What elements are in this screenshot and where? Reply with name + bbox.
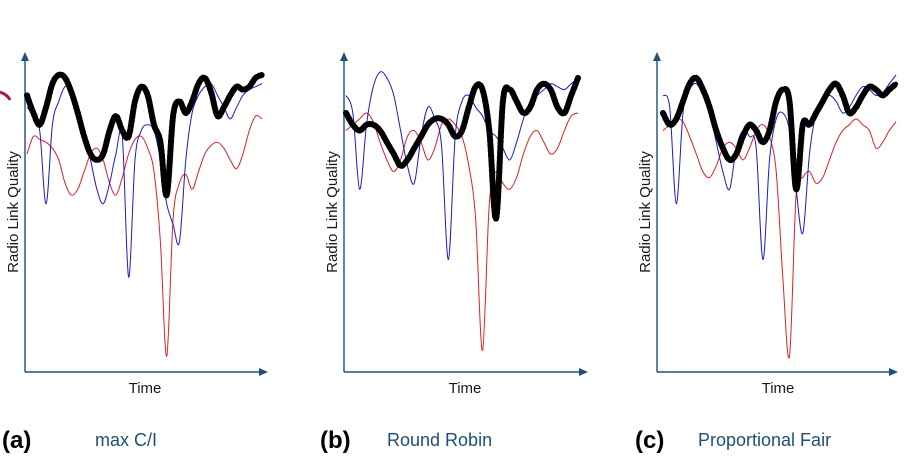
panel-a-user-2-quality-line — [26, 82, 263, 278]
panel-b-x-arrow — [579, 368, 588, 376]
panel-c-x-arrow — [889, 368, 898, 376]
panel-b-y-arrow — [340, 52, 348, 61]
panel-c: Time Radio Link Quality (c) Proportional… — [635, 52, 899, 454]
panel-c-id: (c) — [635, 427, 664, 454]
panel-a-x-arrow — [259, 368, 268, 376]
panel-b-y-label: Radio Link Quality — [324, 151, 341, 273]
panel-a-scheduled-user-line-core — [25, 72, 264, 198]
panel-c-title: Proportional Fair — [698, 430, 831, 450]
panel-b-title: Round Robin — [387, 430, 492, 450]
panel-a-title: max C/I — [95, 430, 157, 450]
panel-a-x-label: Time — [129, 380, 162, 397]
panel-a-id: (a) — [2, 427, 31, 454]
panel-b-scheduled-user-line — [343, 74, 581, 222]
panel-a-user-1-quality-line — [26, 115, 263, 357]
panel-c-y-arrow — [653, 52, 661, 61]
panel-c-plot — [660, 74, 899, 359]
panel-c-user-1-quality-line — [662, 118, 897, 359]
panel-b-user-1-quality-line — [345, 112, 579, 351]
panel-b-user-2-quality-line — [345, 71, 579, 261]
panel-b-plot — [343, 71, 581, 351]
panel-a-plot — [24, 71, 265, 357]
panel-c-scheduled-user-line-core — [661, 75, 898, 192]
edge-decoration — [0, 90, 12, 101]
panel-b-id: (b) — [320, 427, 351, 454]
panel-c-y-label: Radio Link Quality — [637, 151, 654, 273]
panel-a: Time Radio Link Quality (a) max C/I — [2, 52, 268, 454]
panel-a-y-arrow — [21, 52, 29, 61]
panel-b-x-label: Time — [449, 380, 482, 397]
panel-c-x-label: Time — [762, 380, 795, 397]
panel-b-scheduled-user-line-core — [344, 75, 580, 221]
panel-a-y-label: Radio Link Quality — [5, 151, 22, 273]
panel-b: Time Radio Link Quality (b) Round Robin — [320, 52, 588, 454]
